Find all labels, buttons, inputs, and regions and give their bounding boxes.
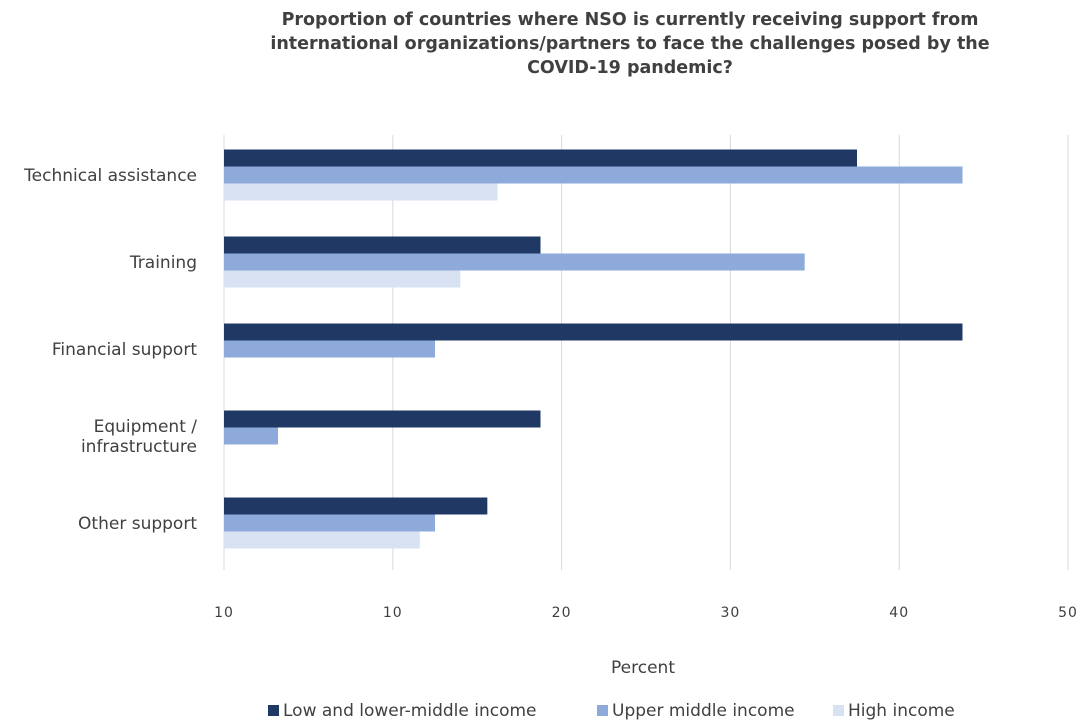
category-label-line: Other support xyxy=(78,514,197,534)
category-label-line: Financial support xyxy=(52,340,197,360)
bar xyxy=(224,253,805,271)
chart-title-line: COVID-19 pandemic? xyxy=(527,58,733,78)
x-tick-label: 20 xyxy=(552,605,572,621)
bar xyxy=(224,183,498,201)
category-label: Financial support xyxy=(52,340,197,360)
x-tick-label: 10 xyxy=(214,605,234,621)
bars xyxy=(224,149,963,549)
chart-title-line: international organizations/partners to … xyxy=(270,34,990,54)
x-tick-label: 10 xyxy=(383,605,403,621)
legend-item: Upper middle income xyxy=(597,701,795,721)
x-tick-label: 40 xyxy=(889,605,909,621)
bar xyxy=(224,410,541,428)
bar xyxy=(224,166,963,184)
category-label: Equipment / infrastructure xyxy=(81,417,197,457)
legend: Low and lower-middle income Upper middle … xyxy=(268,701,955,721)
legend-label: Low and lower-middle income xyxy=(283,701,537,721)
legend-label: High income xyxy=(848,701,955,721)
bar xyxy=(224,340,435,358)
bar xyxy=(224,427,279,445)
category-label: Technical assistance xyxy=(23,166,197,186)
category-label-line: infrastructure xyxy=(81,437,197,457)
bar xyxy=(224,514,435,532)
bar xyxy=(224,270,461,288)
category-labels: Technical assistance Training Financial su… xyxy=(23,166,197,534)
category-label: Training xyxy=(129,253,197,273)
x-axis-title: Percent xyxy=(611,658,675,678)
category-label-line: Technical assistance xyxy=(23,166,197,186)
bar xyxy=(224,149,857,167)
x-tick-label: 30 xyxy=(720,605,740,621)
legend-item: High income xyxy=(833,701,955,721)
category-label-line: Equipment / xyxy=(94,417,198,437)
bar xyxy=(224,323,963,341)
chart-title-line: Proportion of countries where NSO is cur… xyxy=(281,10,979,30)
x-tick-label: 50 xyxy=(1058,605,1078,621)
bar xyxy=(224,236,541,254)
x-tick-labels: 10 10 20 30 40 50 xyxy=(214,605,1078,621)
category-label-line: Training xyxy=(129,253,197,273)
legend-swatch xyxy=(268,705,279,716)
bar xyxy=(224,497,488,515)
legend-label: Upper middle income xyxy=(612,701,795,721)
chart-title: Proportion of countries where NSO is cur… xyxy=(200,8,1060,80)
legend-item: Low and lower-middle income xyxy=(268,701,537,721)
category-label: Other support xyxy=(78,514,197,534)
legend-swatch xyxy=(833,705,844,716)
bar xyxy=(224,531,420,549)
legend-swatch xyxy=(597,705,608,716)
